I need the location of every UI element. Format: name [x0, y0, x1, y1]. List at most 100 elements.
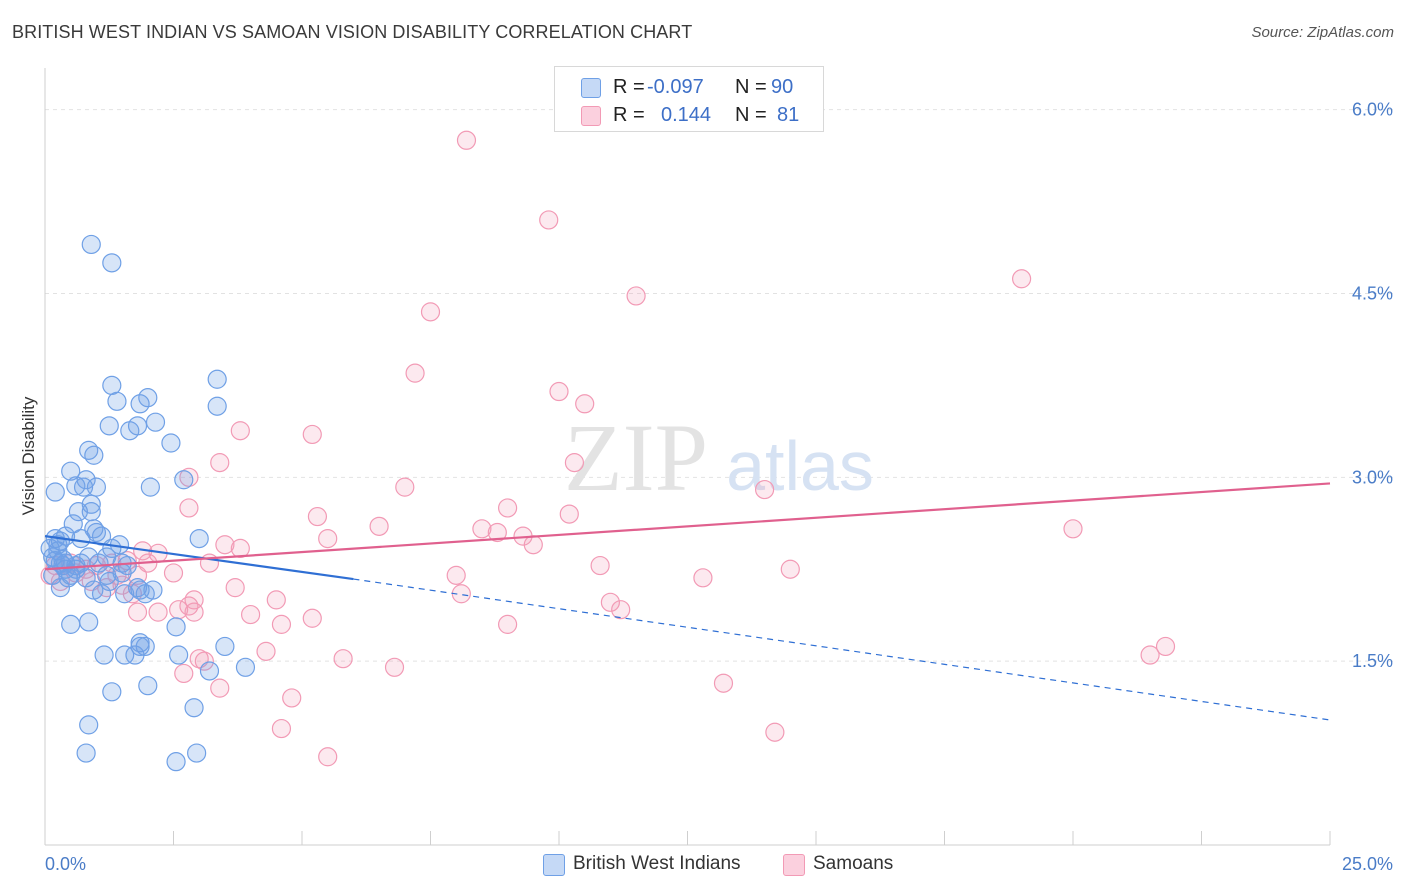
samoan-point-48	[318, 747, 338, 767]
samoan-point-50	[384, 657, 405, 677]
legend-swatch-pink	[581, 106, 601, 126]
bwi-point-60	[94, 645, 114, 665]
series-samoans-points	[40, 130, 1176, 767]
bwi-point-64	[102, 682, 122, 702]
legend-r-value: 0.144	[661, 104, 712, 126]
bwi-point-42	[79, 440, 99, 460]
samoan-point-43	[179, 467, 199, 487]
bwi-point-72	[169, 645, 189, 665]
samoan-trend-line	[44, 482, 1331, 571]
bwi-point-12	[45, 482, 65, 502]
bwi-point-14	[66, 476, 86, 496]
bwi-point-59	[235, 657, 256, 677]
bwi-point-86	[117, 555, 137, 576]
legend-n-label: N =	[735, 76, 767, 98]
samoan-point-47	[271, 718, 292, 739]
samoan-point-60	[600, 592, 621, 612]
bwi-point-68	[187, 743, 207, 763]
samoan-point-79	[498, 614, 518, 634]
bwi-point-58	[102, 253, 122, 273]
y-tick-label-0: 1.5%	[1352, 651, 1393, 671]
samoan-point-73	[1063, 519, 1083, 539]
bwi-point-73	[130, 633, 150, 653]
samoan-point-28	[148, 602, 168, 622]
bwi-point-66	[76, 743, 96, 763]
samoan-point-25	[194, 651, 214, 671]
y-axis-tick-labels: 1.5% 3.0% 4.5% 6.0%	[1352, 100, 1393, 672]
samoan-point-55	[498, 498, 518, 518]
bwi-point-51	[140, 477, 160, 497]
samoan-point-24	[189, 649, 209, 669]
samoan-point-21	[107, 565, 127, 585]
legend-row-british-west-indians: R = -0.097 N = 90	[555, 73, 823, 101]
legend-r-label: R =	[613, 76, 645, 98]
samoan-point-54	[487, 522, 507, 543]
bwi-point-71	[81, 234, 101, 255]
samoan-point-59	[559, 504, 579, 524]
samoan-point-44	[230, 421, 250, 441]
samoan-point-46	[256, 641, 276, 661]
bwi-point-35	[115, 584, 135, 604]
bwi-trend-line	[44, 535, 354, 581]
samoan-point-52	[405, 363, 425, 383]
samoan-point-33	[241, 604, 261, 625]
samoan-point-41	[179, 498, 199, 518]
bwi-point-9	[50, 578, 71, 598]
samoan-point-53	[420, 302, 441, 322]
samoan-point-49	[369, 516, 389, 536]
bwi-point-45	[102, 375, 122, 395]
samoan-point-62	[575, 394, 595, 414]
bwi-point-53	[174, 470, 194, 490]
samoan-point-72	[1011, 269, 1032, 289]
y-tick-label-2: 4.5%	[1352, 283, 1393, 303]
samoan-point-40	[307, 506, 328, 527]
bwi-point-57	[207, 369, 227, 389]
y-tick-label-3: 6.0%	[1352, 100, 1393, 120]
samoan-point-38	[302, 608, 322, 628]
bwi-point-47	[127, 416, 148, 436]
legend-label: Samoans	[813, 853, 894, 874]
samoan-point-37	[302, 424, 322, 445]
x-tick-label-max: 25.0%	[1342, 854, 1393, 874]
bwi-point-55	[215, 636, 235, 657]
bwi-point-22	[91, 526, 112, 546]
series-legend: British West Indians Samoans	[0, 852, 1406, 878]
trend-lines	[44, 482, 1331, 721]
legend-r-label: R =	[613, 104, 645, 126]
samoan-point-65	[611, 600, 631, 620]
samoan-point-68	[713, 673, 734, 693]
samoan-point-61	[590, 555, 610, 576]
bwi-point-52	[161, 433, 181, 453]
legend-r-value: -0.097	[647, 76, 704, 98]
watermark: ZIP atlas	[564, 404, 874, 511]
samoan-point-71	[765, 722, 785, 742]
bwi-point-63	[115, 645, 135, 665]
bwi-point-74	[125, 645, 145, 665]
y-axis-label: Vision Disability	[19, 396, 38, 515]
watermark-atlas: atlas	[726, 427, 874, 505]
samoan-point-51	[395, 477, 415, 497]
bwi-point-75	[199, 661, 220, 681]
bwi-point-16	[76, 470, 96, 490]
samoan-point-36	[282, 688, 302, 708]
bwi-point-20	[84, 519, 104, 539]
samoan-point-77	[539, 210, 559, 230]
source-label: Source: ZipAtlas.com	[1251, 24, 1394, 41]
bwi-point-54	[189, 528, 209, 549]
bwi-point-82	[43, 565, 63, 585]
correlation-legend: R = -0.097 N = 90 R = 0.144 N = 81	[554, 66, 824, 132]
legend-n-label: N =	[735, 104, 767, 126]
samoan-point-20	[117, 551, 137, 571]
samoan-point-18	[215, 535, 235, 555]
samoan-point-30	[184, 590, 204, 610]
samoan-point-69	[754, 479, 775, 500]
samoan-point-58	[472, 519, 492, 539]
samoan-point-42	[210, 453, 230, 473]
bwi-point-49	[138, 388, 158, 408]
samoan-point-34	[266, 590, 286, 610]
legend-n-value: 90	[771, 76, 794, 98]
legend-swatch-blue	[581, 78, 601, 98]
samoan-point-64	[564, 453, 585, 473]
bwi-point-30	[84, 580, 104, 600]
